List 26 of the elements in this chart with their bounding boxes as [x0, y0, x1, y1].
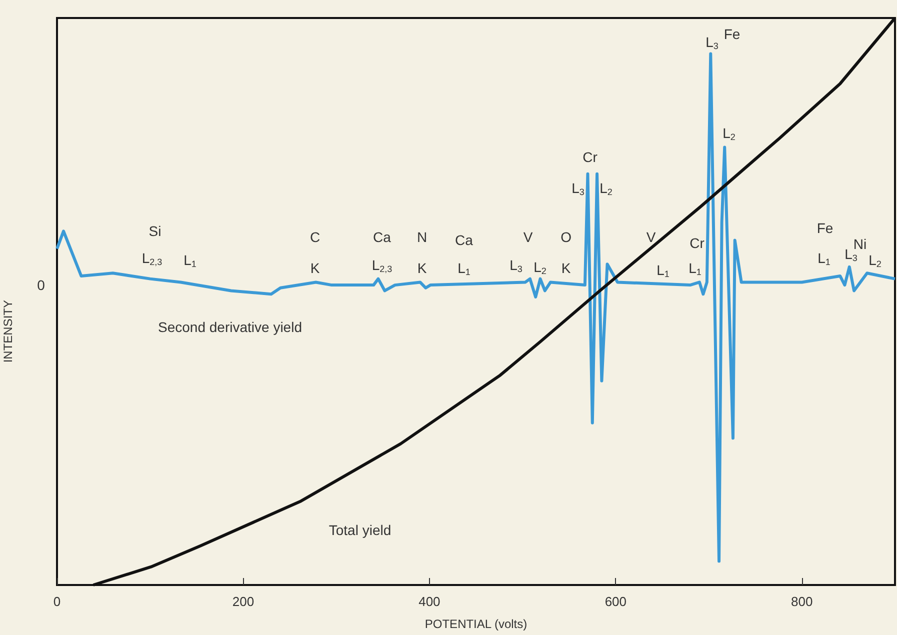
x-tick-label: 400 [418, 594, 440, 609]
x-tick-label: 600 [604, 594, 627, 609]
annotation: K [561, 260, 572, 276]
x-axis-title: POTENTIAL (volts) [424, 617, 528, 631]
annotation: Total yield [328, 522, 392, 538]
annotation: Si [148, 223, 162, 239]
annotation: Cr [582, 149, 598, 165]
annotation: Second derivative yield [158, 319, 302, 335]
annotation: Fe [816, 220, 834, 236]
annotation: K [417, 260, 428, 276]
text: 0 [37, 277, 46, 293]
annotation: Ca [455, 232, 474, 248]
annotation: Fe [724, 26, 740, 42]
annotation: C [310, 229, 320, 245]
annotation: Cr [690, 235, 705, 251]
x-tick-label: 0 [53, 594, 61, 609]
x-tick-label: 800 [791, 594, 813, 609]
annotation: V [523, 229, 534, 245]
x-tick-label: 200 [232, 594, 254, 609]
annotation: Ca [373, 229, 392, 245]
annotation: O [560, 229, 572, 245]
annotation: N [416, 229, 428, 245]
annotation: V [646, 229, 656, 245]
y-axis-title: INTENSITY [1, 300, 15, 363]
annotation: K [310, 260, 320, 276]
annotation: Ni [853, 236, 867, 252]
